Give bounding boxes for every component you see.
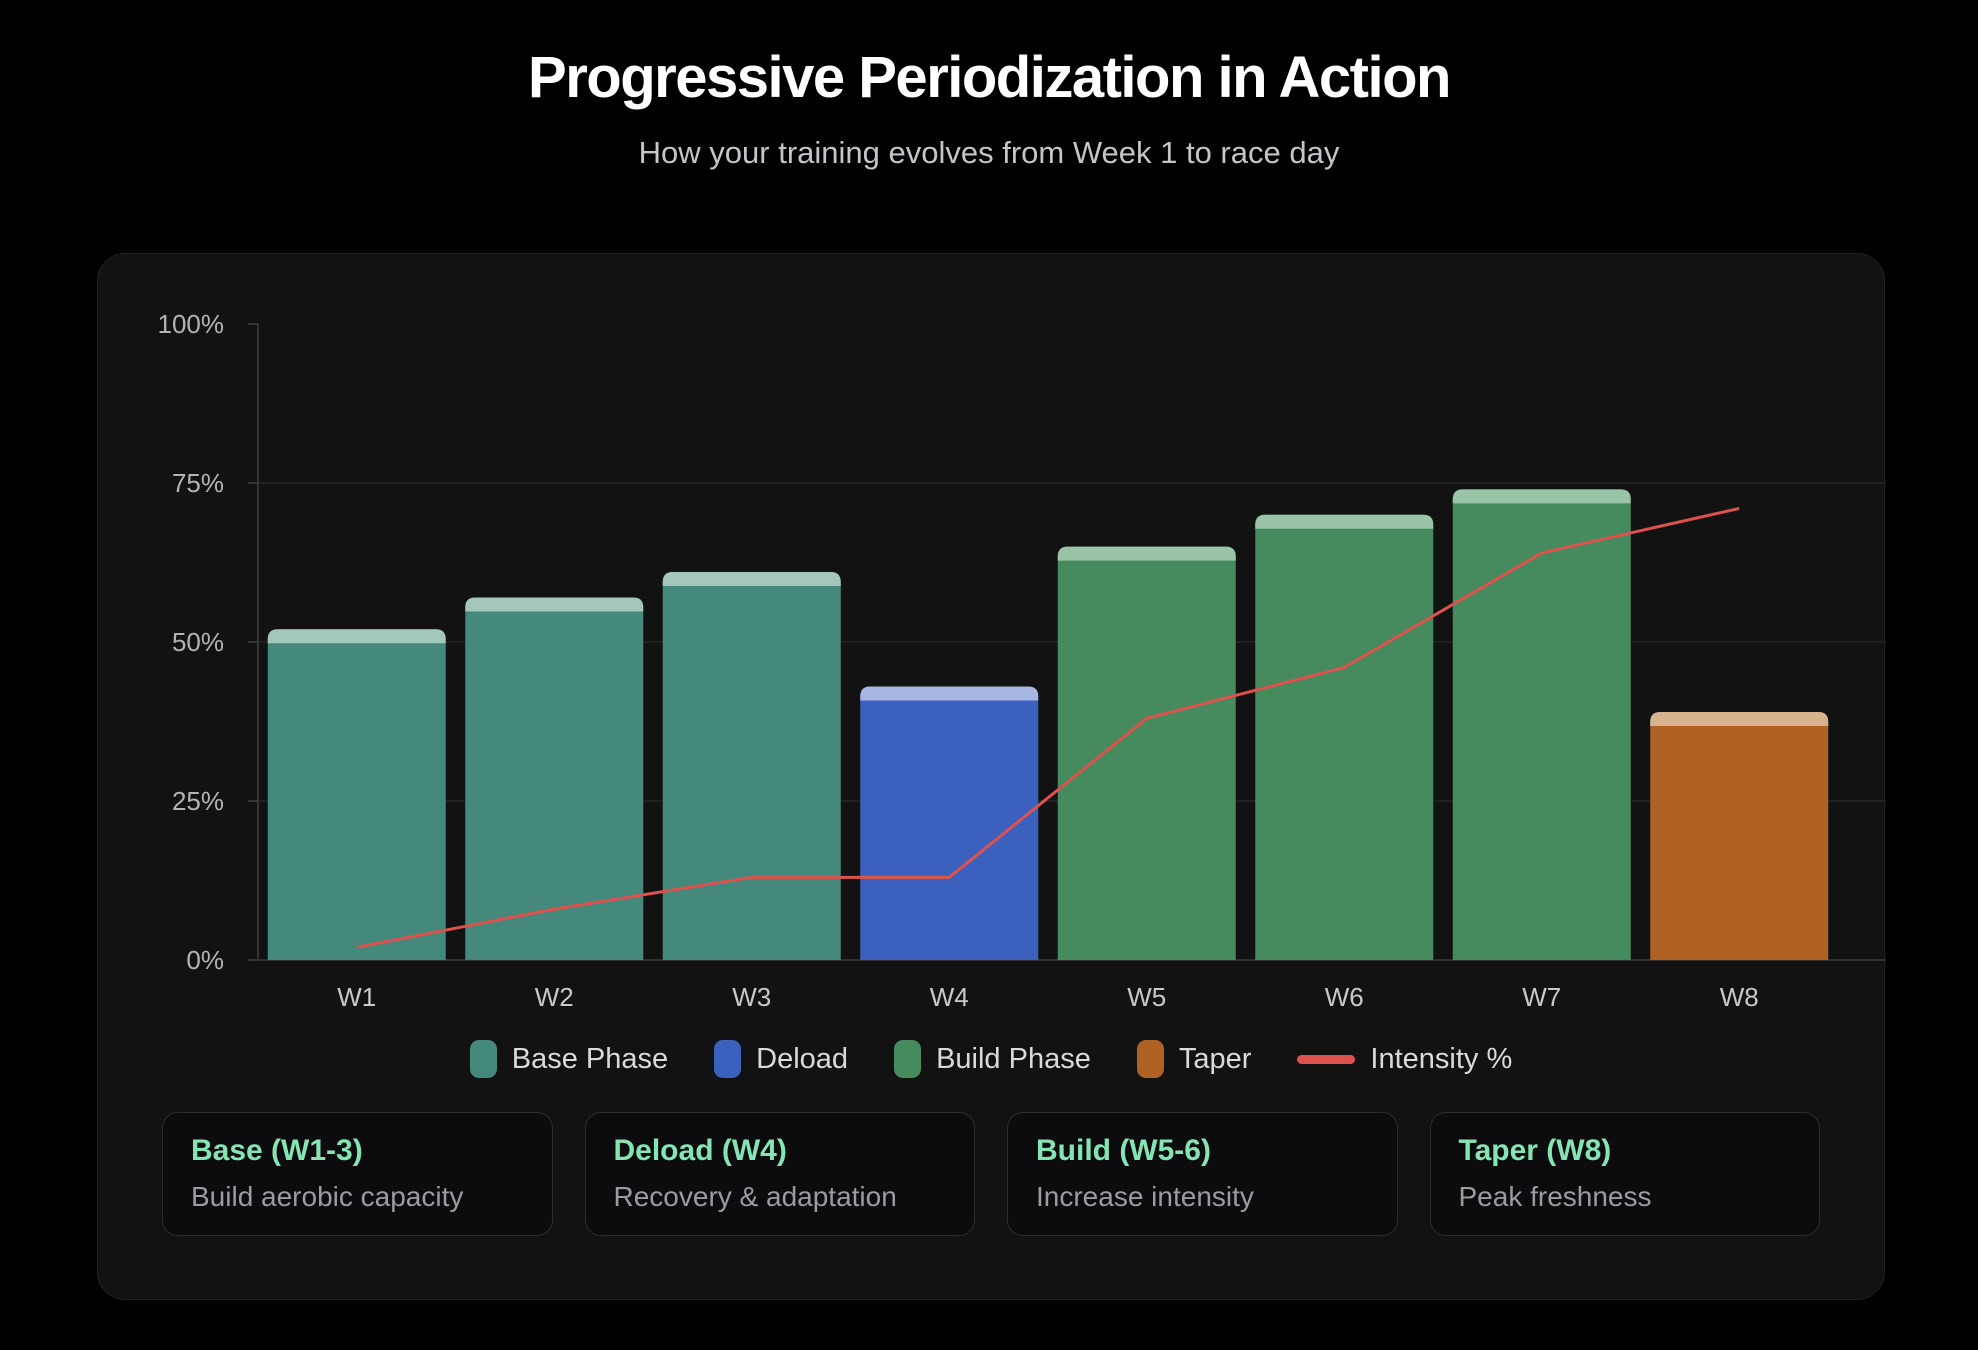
phase-card-desc: Peak freshness [1458, 1181, 1652, 1212]
bar-cap-w5 [1057, 546, 1236, 561]
x-axis-label-w5: W5 [1127, 982, 1166, 1012]
y-axis-label-50: 50% [172, 627, 224, 657]
x-axis-label-w3: W3 [732, 982, 771, 1012]
bar-cap-w7 [1452, 489, 1631, 504]
phase-card-base: Base (W1-3) Build aerobic capacity [162, 1112, 553, 1236]
bar-cap-w6 [1255, 514, 1434, 529]
legend-label: Intensity % [1370, 1042, 1513, 1075]
bar-w8 [1650, 711, 1829, 960]
phase-card-deload: Deload (W4) Recovery & adaptation [584, 1112, 975, 1236]
bar-w3 [662, 572, 841, 960]
legend-item-deload: Deload [714, 1040, 848, 1078]
legend-item-base-phase: Base Phase [469, 1040, 669, 1078]
bar-cap-w1 [267, 629, 446, 644]
x-axis-label-w1: W1 [337, 982, 376, 1012]
legend-line-swatch-icon [1297, 1054, 1356, 1064]
periodization-chart: 0% 25% 50% 75% 100% W1 W2 W3 W4 W5 W6 W7 W8 [158, 309, 1886, 1012]
page-header: Progressive Periodization in Action How … [0, 0, 1978, 253]
y-axis-label-75: 75% [172, 468, 224, 498]
legend-item-intensity-: Intensity % [1297, 1043, 1512, 1076]
bar-w2 [465, 597, 644, 960]
legend-label: Taper [1178, 1042, 1252, 1075]
phase-card-title: Build (W5-6) [1036, 1134, 1211, 1167]
legend-swatch-icon-base [469, 1040, 497, 1078]
phase-card-desc: Increase intensity [1036, 1181, 1254, 1212]
legend-item-build-phase: Build Phase [894, 1040, 1091, 1078]
bar-cap-w2 [465, 597, 644, 612]
bar-cap-w4 [860, 686, 1039, 701]
bar-w1 [267, 629, 446, 960]
y-axis-label-100: 100% [158, 309, 225, 339]
bar-w4 [860, 686, 1039, 960]
x-axis-label-w8: W8 [1720, 982, 1759, 1012]
legend-label: Base Phase [511, 1042, 669, 1075]
phase-card-build: Build (W5-6) Increase intensity [1007, 1112, 1398, 1236]
chart-legend: Base Phase Deload Build Phase Taper Intensit… [98, 1037, 1884, 1081]
legend-swatch-icon-taper [1136, 1040, 1164, 1078]
intensity-line [356, 506, 1740, 949]
phase-card-desc: Recovery & adaptation [613, 1181, 897, 1212]
bar-cap-w8 [1650, 711, 1829, 726]
phase-card-title: Base (W1-3) [191, 1134, 363, 1167]
phase-card-desc: Build aerobic capacity [191, 1181, 464, 1212]
y-axis-label-25: 25% [172, 786, 224, 816]
bar-w7 [1452, 489, 1631, 960]
page-subtitle: How your training evolves from Week 1 to… [638, 135, 1340, 170]
chart-panel: 0% 25% 50% 75% 100% W1 W2 W3 W4 W5 W6 W7 W8 Base Pha… [97, 253, 1886, 1300]
page-title: Progressive Periodization in Action [528, 45, 1451, 110]
y-axis-label-0: 0% [186, 945, 224, 975]
x-axis-label-w2: W2 [535, 982, 574, 1012]
x-axis-label-w4: W4 [930, 982, 969, 1012]
phase-card-taper: Taper (W8) Peak freshness [1429, 1112, 1820, 1236]
legend-item-taper: Taper [1136, 1040, 1252, 1078]
bar-w5 [1057, 546, 1236, 960]
legend-label: Build Phase [936, 1042, 1091, 1075]
phase-cards: Base (W1-3) Build aerobic capacity Deload … [162, 1112, 1820, 1236]
x-axis-label-w6: W6 [1325, 982, 1364, 1012]
legend-label: Deload [756, 1042, 849, 1075]
phase-card-title: Deload (W4) [613, 1134, 787, 1167]
legend-swatch-icon-deload [714, 1040, 742, 1078]
phase-card-title: Taper (W8) [1458, 1134, 1612, 1167]
bar-w6 [1255, 514, 1434, 960]
legend-swatch-icon-build [894, 1040, 922, 1078]
x-axis-label-w7: W7 [1522, 982, 1561, 1012]
bar-cap-w3 [662, 572, 841, 587]
